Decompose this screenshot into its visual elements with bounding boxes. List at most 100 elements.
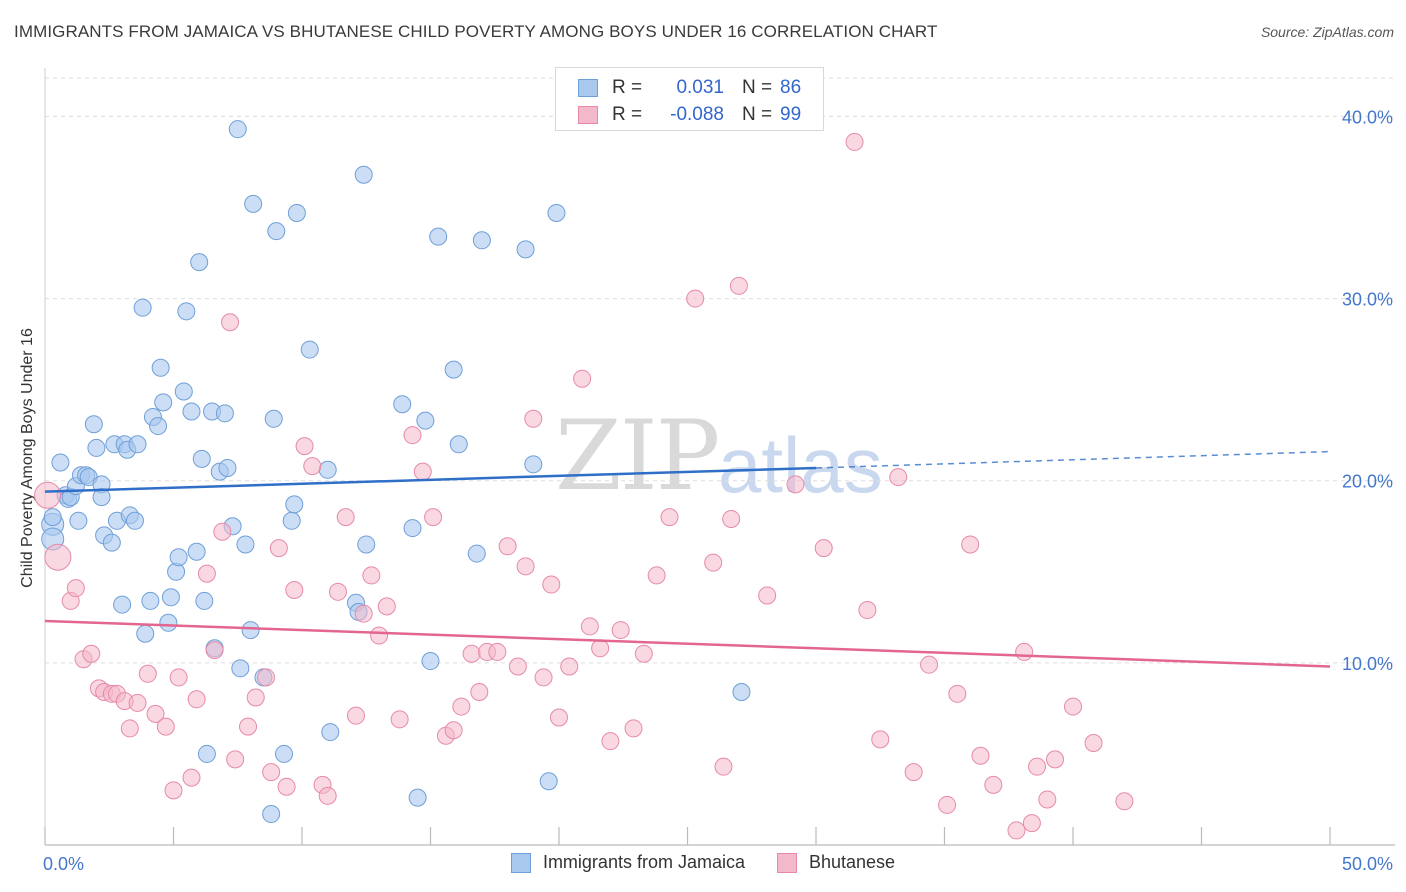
jamaica-point — [159, 613, 178, 632]
bhutanese-point — [362, 566, 381, 585]
jamaica-point — [285, 495, 304, 514]
legend-item-jamaica[interactable]: Immigrants from Jamaica — [510, 852, 745, 873]
jamaica-point — [244, 194, 263, 213]
jamaica-point — [149, 417, 168, 436]
jamaica-point — [357, 535, 376, 554]
bhutanese-point — [285, 581, 304, 599]
legend-row-jamaica: R = 0.031 N = 86 — [578, 76, 801, 100]
watermark-atlas: atlas — [718, 421, 883, 509]
jamaica-point — [102, 533, 121, 552]
bhutanese-point — [971, 746, 990, 765]
bhutanese-point — [303, 457, 322, 476]
bhutanese-point — [573, 369, 592, 388]
bhutanese-point — [814, 539, 833, 558]
jamaica-point — [429, 227, 448, 246]
jamaica-point — [128, 435, 147, 454]
bhutanese-point — [1046, 750, 1065, 769]
jamaica-point — [84, 415, 103, 434]
x-tick-label: 0.0% — [43, 854, 84, 874]
bhutanese-point — [318, 786, 337, 805]
jamaica-trend-line — [44, 466, 817, 493]
jamaica-point — [151, 358, 170, 377]
bhutanese-point — [920, 655, 939, 674]
bhutanese-point — [413, 462, 432, 481]
bhutanese-point — [328, 582, 347, 601]
legend-r-value: 0.031 — [676, 77, 724, 98]
bhutanese-point — [277, 777, 296, 796]
bhutanese-point — [390, 710, 409, 729]
bhutanese-point — [221, 313, 240, 332]
bhutanese-point — [601, 732, 620, 751]
jamaica-point — [154, 393, 173, 412]
legend-r-value: -0.088 — [670, 104, 724, 125]
bhutanese-point — [246, 688, 265, 707]
bhutanese-point — [948, 684, 967, 703]
bhutanese-point — [66, 579, 85, 598]
bhutanese-point — [205, 641, 224, 660]
bhutanese-point — [984, 775, 1003, 794]
legend-n-label: N = — [742, 104, 773, 125]
bhutanese-point — [560, 657, 579, 676]
jamaica-point — [87, 438, 106, 457]
bhutanese-point — [239, 717, 258, 736]
bhutanese-point — [470, 683, 489, 701]
bhutanese-point — [542, 575, 561, 594]
bhutanese-point — [370, 626, 389, 645]
jamaica-point — [236, 535, 255, 554]
jamaica-point — [321, 723, 340, 742]
bhutanese-point — [961, 535, 980, 554]
jamaica-point — [174, 382, 193, 401]
legend-row-bhutanese: R = -0.088 N = 99 — [578, 103, 801, 127]
jamaica-point — [267, 222, 286, 241]
legend-n-value: 99 — [780, 104, 802, 125]
jamaica-point — [318, 460, 337, 479]
jamaica-point — [197, 744, 216, 763]
bhutanese-point — [82, 644, 101, 663]
bhutanese-point — [758, 586, 777, 605]
bhutanese-point — [845, 132, 864, 151]
jamaica-point — [169, 548, 188, 567]
bhutanese-point — [462, 644, 481, 663]
legend-swatch-pink — [776, 852, 797, 873]
y-tick-label: 40.0% — [1342, 107, 1393, 127]
bhutanese-point — [213, 522, 232, 541]
y-tick-label: 20.0% — [1342, 472, 1393, 492]
jamaica-point — [539, 772, 558, 791]
bhutanese-point — [403, 426, 422, 445]
legend-item-bhutanese[interactable]: Bhutanese — [776, 852, 895, 873]
bhutanese-point — [516, 557, 535, 576]
bhutanese-point — [354, 604, 373, 623]
bhutanese-point — [1064, 697, 1082, 716]
jamaica-point — [69, 511, 88, 530]
bhutanese-point — [1007, 821, 1026, 840]
bhutanese-point — [424, 508, 443, 527]
bhutanese-point — [164, 781, 183, 800]
jamaica-point — [161, 588, 180, 607]
bhutanese-point — [498, 537, 517, 556]
axes — [44, 68, 1395, 846]
legend-label-jamaica: Immigrants from Jamaica — [542, 852, 745, 872]
bhutanese-point — [226, 750, 245, 769]
bhutanese-point — [197, 564, 216, 583]
jamaica-point — [264, 409, 283, 428]
bhutanese-point — [686, 289, 705, 308]
bhutanese-point — [591, 639, 610, 658]
jamaica-point — [187, 542, 206, 561]
jamaica-point — [241, 621, 260, 640]
legend-swatch-blue — [510, 852, 531, 873]
bhutanese-point — [187, 690, 206, 709]
jamaica-point — [43, 508, 62, 527]
legend-swatch-pink — [578, 106, 598, 124]
jamaica-point — [467, 544, 486, 563]
bhutanese-point — [722, 509, 741, 528]
bhutanese-point — [257, 668, 276, 687]
bhutanese-point — [1015, 642, 1034, 661]
jamaica-point — [416, 411, 435, 430]
jamaica-point — [141, 591, 160, 610]
jamaica-point — [182, 402, 201, 421]
jamaica-point — [547, 203, 566, 222]
legend-n-label: N = — [742, 77, 773, 98]
bhutanese-point — [269, 539, 288, 558]
jamaica-point — [125, 511, 144, 530]
